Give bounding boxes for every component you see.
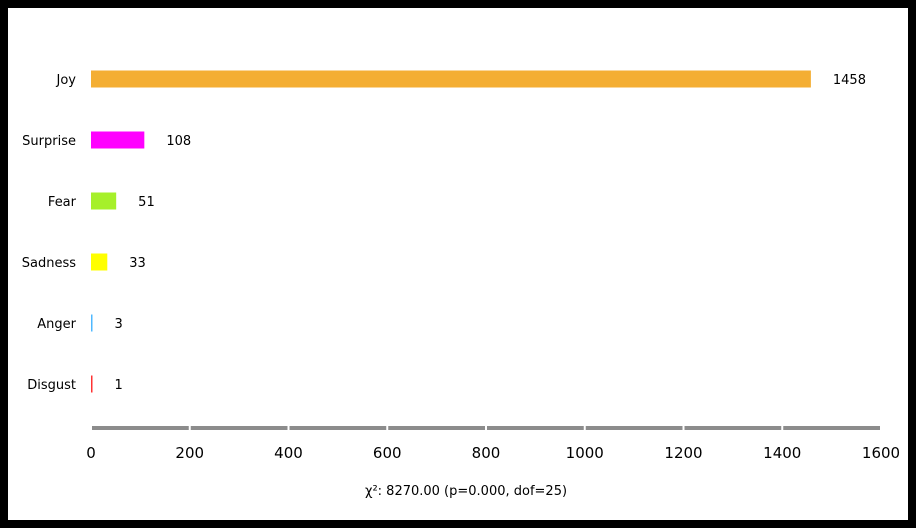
- bars-layer: Joy 1458 Surprise 108 Fear 51 Sadness 33 Anger 3 D…: [22, 70, 866, 393]
- x-tick-label: 400: [274, 444, 303, 462]
- value-label-sadness: 33: [129, 256, 146, 271]
- category-label-sadness: Sadness: [22, 256, 76, 271]
- bar-anger: [91, 314, 93, 332]
- x-tick-label: 0: [86, 444, 96, 462]
- chi-square-statistic: χ²: 8270.00 (p=0.000, dof=25): [365, 484, 567, 499]
- x-tick-label: 1000: [566, 444, 604, 462]
- category-label-joy: Joy: [56, 73, 77, 88]
- category-label-fear: Fear: [48, 195, 77, 210]
- x-tick-label: 1200: [664, 444, 702, 462]
- bar-joy: [91, 70, 811, 88]
- value-label-disgust: 1: [115, 378, 123, 393]
- value-label-fear: 51: [138, 195, 155, 210]
- x-axis: 0 200 400 600 800 1000 1200 1400 1600: [86, 426, 900, 462]
- bar-surprise: [91, 131, 145, 149]
- x-tick-label: 800: [472, 444, 501, 462]
- x-tick-label: 200: [175, 444, 204, 462]
- value-label-surprise: 108: [166, 134, 191, 149]
- bar-disgust: [91, 375, 93, 393]
- x-tick-label: 1400: [763, 444, 801, 462]
- value-label-anger: 3: [115, 317, 123, 332]
- category-label-disgust: Disgust: [27, 378, 76, 393]
- bar-sadness: [91, 253, 108, 271]
- bar-fear: [91, 192, 117, 210]
- x-tick-label: 1600: [862, 444, 900, 462]
- x-tick-label: 600: [373, 444, 402, 462]
- category-label-anger: Anger: [37, 317, 76, 332]
- category-label-surprise: Surprise: [22, 134, 76, 149]
- bar-chart: Joy 1458 Surprise 108 Fear 51 Sadness 33 Anger 3 D…: [22, 70, 900, 499]
- chart-frame: Joy 1458 Surprise 108 Fear 51 Sadness 33 Anger 3 D…: [8, 8, 908, 520]
- value-label-joy: 1458: [833, 73, 866, 88]
